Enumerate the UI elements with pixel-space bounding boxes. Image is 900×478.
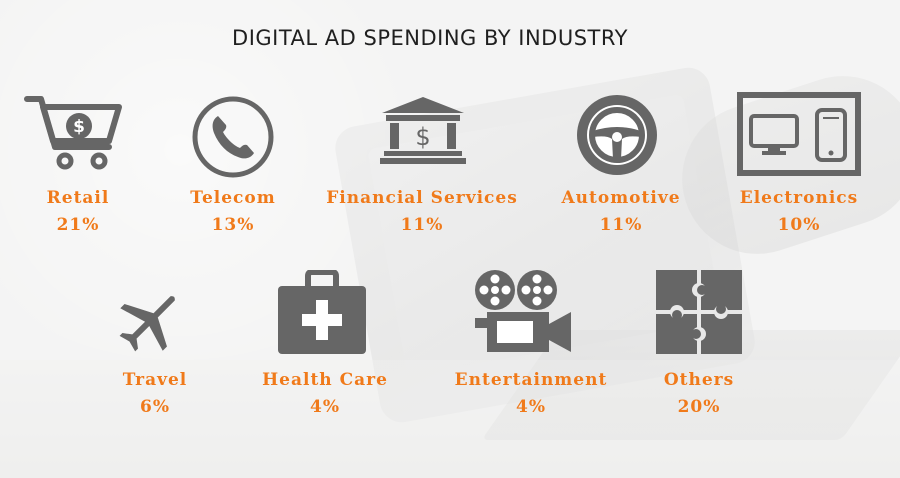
industry-label: Entertainment [454, 370, 608, 390]
movie-camera-icon [471, 268, 577, 354]
industry-travel: Travel 6% [35, 285, 275, 425]
industry-label: Electronics [739, 188, 859, 208]
industry-health-care: Health Care 4% [205, 270, 445, 425]
bank-dollar-icon: $ [380, 95, 466, 165]
shopping-cart-dollar-icon: $ [23, 95, 123, 170]
industry-percent: 10% [777, 215, 821, 235]
industry-label: Automotive [561, 188, 681, 208]
puzzle-icon [656, 270, 742, 354]
industry-percent: 20% [677, 397, 721, 417]
industry-label: Telecom [190, 188, 276, 208]
monitor-phone-icon [737, 92, 861, 176]
industry-percent: 13% [211, 215, 255, 235]
industry-entertainment: Entertainment 4% [411, 268, 651, 425]
industry-percent: 11% [400, 215, 444, 235]
industry-percent: 4% [516, 397, 546, 417]
industry-percent: 4% [310, 397, 340, 417]
infographic-title: DIGITAL AD SPENDING BY INDUSTRY [232, 26, 628, 50]
airplane-icon [114, 285, 186, 357]
industry-electronics: Electronics 10% [679, 92, 900, 242]
industry-retail: $ Retail 21% [0, 95, 198, 245]
industry-automotive: Automotive 11% [501, 95, 741, 245]
svg-text:$: $ [415, 123, 430, 151]
industry-percent: 21% [56, 215, 100, 235]
industry-label: Others [663, 370, 735, 390]
industry-telecom: Telecom 13% [113, 95, 353, 245]
industry-label: Health Care [262, 370, 388, 390]
industry-label: Retail [46, 188, 110, 208]
industry-financial-services: $ Financial Services 11% [302, 95, 542, 245]
industry-others: Others 20% [579, 270, 819, 425]
industry-label: Travel [122, 370, 188, 390]
first-aid-kit-icon [278, 270, 366, 354]
steering-wheel-icon [575, 93, 659, 177]
industry-percent: 6% [140, 397, 170, 417]
svg-text:$: $ [73, 117, 85, 137]
industry-percent: 11% [599, 215, 643, 235]
industry-label: Financial Services [326, 188, 518, 208]
telephone-icon [191, 95, 275, 179]
